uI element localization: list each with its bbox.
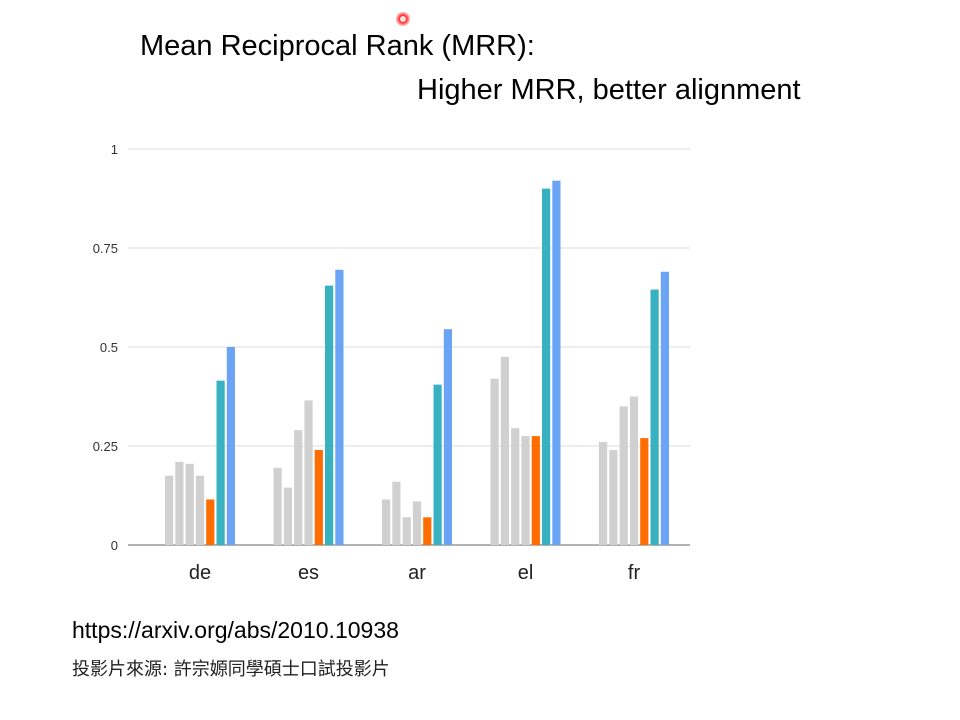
x-category-label-de: de	[189, 562, 211, 584]
bar-el-2	[500, 356, 509, 545]
bar-ar-1	[382, 499, 391, 545]
bar-es-2	[283, 487, 292, 545]
y-tick-label: 0.5	[100, 340, 118, 355]
bar-ar-3	[402, 517, 411, 545]
bar-ar-5	[423, 517, 432, 545]
bar-el-6	[542, 188, 551, 545]
bar-el-4	[521, 436, 530, 545]
bar-es-1	[273, 467, 282, 545]
source-note: 投影片來源: 許宗嫄同學碩士口試投影片	[72, 659, 390, 680]
bar-el-3	[511, 428, 520, 545]
bar-es-5	[314, 449, 323, 545]
bar-de-5	[206, 499, 215, 545]
bar-fr-6	[650, 289, 659, 545]
x-axis-category-labels: de es ar el fr	[189, 562, 641, 584]
x-category-label-el: el	[518, 562, 534, 584]
bar-fr-2	[609, 449, 618, 545]
y-tick-label: 1	[111, 142, 118, 157]
x-category-label-ar: ar	[408, 562, 426, 584]
slide-title: Mean Reciprocal Rank (MRR):	[140, 30, 535, 62]
y-tick-label: 0.25	[93, 439, 118, 454]
y-tick-label: 0	[111, 538, 118, 553]
y-axis-tick-labels: 0 0.25 0.5 0.75 1	[93, 142, 118, 553]
bar-fr-5	[640, 438, 649, 545]
bar-de-2	[175, 461, 184, 545]
bar-ar-2	[392, 481, 401, 545]
bars	[165, 180, 669, 545]
laser-pointer-dot	[396, 12, 410, 26]
bar-ar-4	[412, 501, 422, 545]
bar-ar-7	[443, 329, 452, 545]
x-category-label-es: es	[298, 562, 319, 584]
bar-fr-7	[660, 271, 669, 545]
bar-de-3	[185, 463, 194, 545]
bar-fr-3	[619, 406, 628, 545]
bar-fr-4	[629, 396, 639, 545]
y-tick-label: 0.75	[93, 241, 118, 256]
bar-es-4	[304, 400, 313, 545]
slide-subtitle: Higher MRR, better alignment	[417, 74, 801, 106]
bar-es-3	[294, 430, 303, 545]
bar-es-6	[325, 285, 334, 545]
bar-el-5	[531, 436, 540, 545]
bar-es-7	[335, 269, 344, 545]
x-category-label-fr: fr	[628, 562, 641, 584]
bar-de-6	[216, 380, 225, 545]
bar-el-1	[490, 378, 499, 545]
bar-de-4	[195, 475, 205, 545]
bar-ar-6	[433, 384, 442, 545]
bar-el-7	[552, 180, 561, 545]
bar-de-1	[165, 475, 174, 545]
source-link[interactable]: https://arxiv.org/abs/2010.10938	[72, 617, 399, 643]
bar-de-7	[226, 347, 235, 545]
bar-fr-1	[599, 442, 608, 545]
